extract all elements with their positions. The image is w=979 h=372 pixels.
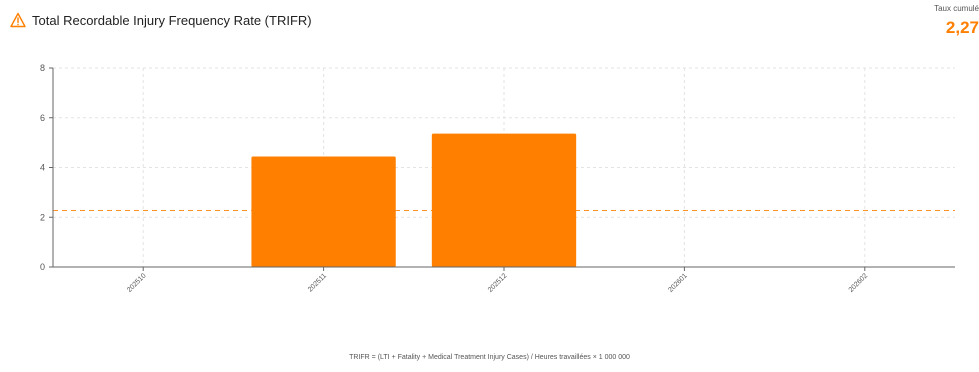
chart-title: Total Recordable Injury Frequency Rate (…	[32, 12, 312, 28]
warning-icon	[10, 12, 26, 28]
kpi-label: Taux cumulé	[934, 4, 979, 13]
y-tick-label: 8	[40, 63, 45, 73]
trifr-bar-chart: 0 2 4 6 8 202510 202511 202512 202601 202602	[40, 63, 955, 294]
bar-202511	[251, 156, 396, 267]
x-tick-label: 202510	[126, 272, 148, 294]
y-tick-label: 6	[40, 113, 45, 123]
kpi-value: 2,27	[945, 18, 979, 37]
y-tick-label: 4	[40, 163, 45, 173]
y-tick-label: 2	[40, 212, 45, 222]
x-tick-label: 202601	[667, 272, 689, 294]
chart-header: Total Recordable Injury Frequency Rate (…	[10, 12, 312, 28]
cumulative-rate-kpi: Taux cumulé 2,27	[934, 4, 979, 38]
formula-footnote: TRIFR = (LTI + Fatality + Medical Treatm…	[349, 354, 630, 361]
x-tick-label: 202602	[848, 272, 870, 294]
bar-202512	[431, 133, 577, 267]
y-tick-label: 0	[40, 262, 45, 272]
x-tick-label: 202512	[487, 272, 509, 294]
x-tick-label: 202511	[307, 272, 328, 293]
